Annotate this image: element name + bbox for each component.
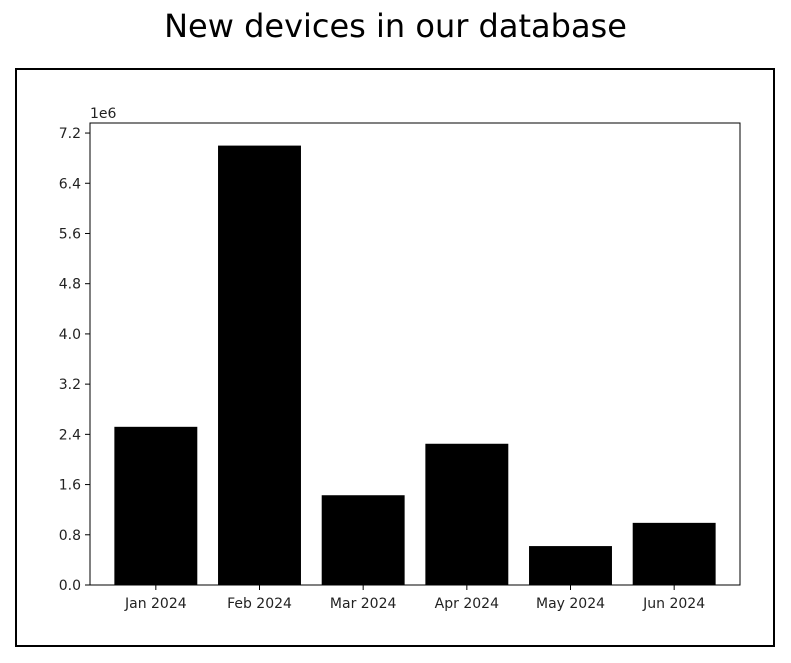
- x-tick-label: Jan 2024: [124, 596, 187, 612]
- y-axis-multiplier: 1e6: [90, 106, 117, 122]
- bar: [425, 443, 509, 585]
- plot-area: [89, 122, 741, 586]
- y-tick-label: 4.8: [59, 277, 81, 293]
- y-tick-label: 4.0: [59, 327, 81, 343]
- x-tick-label: Apr 2024: [435, 596, 499, 612]
- bar: [632, 522, 716, 585]
- bars: [114, 145, 716, 585]
- x-axis: Jan 2024 Feb 2024 Mar 2024 Apr 2024 May 2024…: [124, 585, 705, 612]
- x-tick-label: Jun 2024: [642, 596, 705, 612]
- bar: [529, 546, 612, 585]
- bar: [218, 145, 301, 585]
- bar: [321, 495, 405, 585]
- y-tick-label: 2.4: [59, 427, 81, 443]
- x-tick-label: Feb 2024: [227, 596, 292, 612]
- y-tick-label: 6.4: [59, 176, 81, 192]
- y-tick-label: 7.2: [59, 126, 81, 142]
- chart-frame: [15, 68, 775, 647]
- bar: [114, 426, 198, 585]
- page-title: New devices in our database: [164, 7, 627, 45]
- y-tick-label: 3.2: [59, 377, 81, 393]
- y-tick-label: 5.6: [59, 226, 81, 242]
- x-tick-label: Mar 2024: [330, 596, 397, 612]
- y-tick-label: 1.6: [59, 478, 81, 494]
- y-axis: 0.0 0.8 1.6 2.4 3.2 4.0 4.8 5.6 6.4 7.2: [59, 126, 90, 594]
- y-tick-label: 0.8: [59, 528, 81, 544]
- x-tick-label: May 2024: [536, 596, 605, 612]
- y-tick-label: 0.0: [59, 578, 81, 594]
